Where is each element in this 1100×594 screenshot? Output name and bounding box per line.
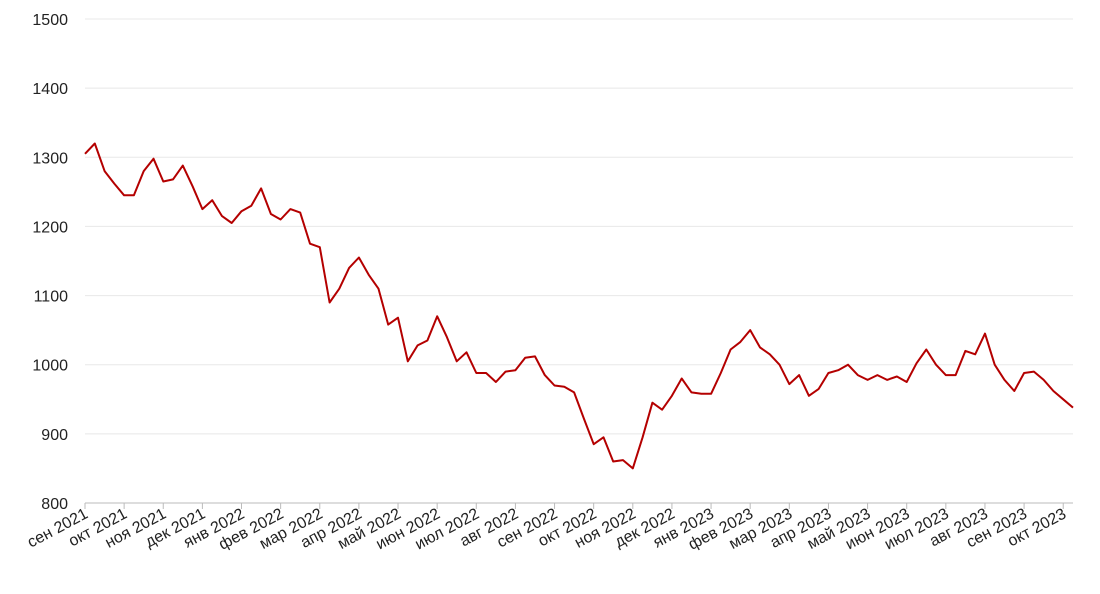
y-tick-label: 1000 (32, 358, 68, 375)
y-tick-label: 1400 (32, 81, 68, 98)
y-tick-label: 1100 (34, 289, 69, 306)
y-tick-label: 1500 (32, 12, 68, 29)
y-tick-label: 1200 (32, 219, 68, 236)
line-series (84, 142, 1074, 470)
y-tick-label: 800 (41, 496, 68, 513)
y-tick-label: 900 (41, 427, 68, 444)
y-tick-label: 1300 (32, 150, 68, 167)
